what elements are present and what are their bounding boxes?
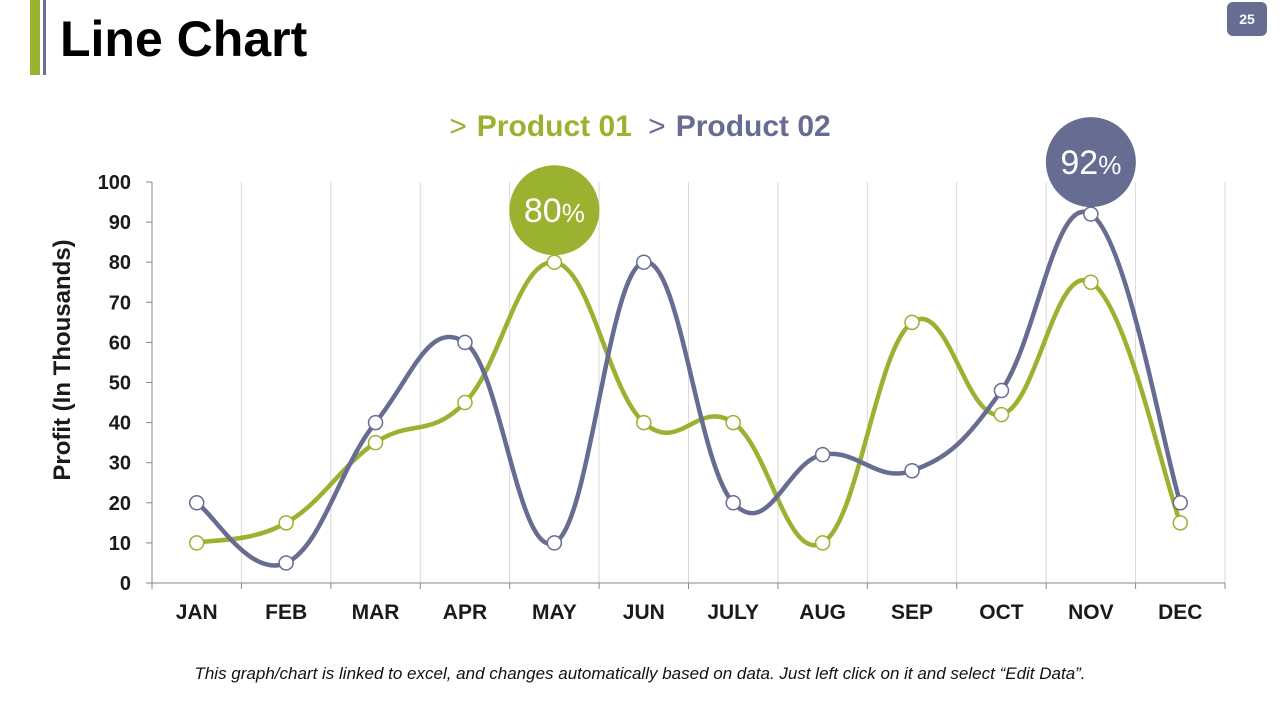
x-tick-label: JULY [707,601,759,624]
data-point-product-01 [1083,274,1099,290]
legend-label-product-01: Product 01 [476,110,632,143]
data-point-product-01 [546,254,563,270]
x-tick-label: FEB [265,601,307,624]
data-point-product-01 [1172,515,1189,531]
data-point-product-01 [904,314,920,331]
x-tick-label: OCT [979,601,1024,624]
y-tick-label: 70 [109,292,131,314]
legend-label-product-02: Product 02 [675,110,831,143]
y-tick-label: 10 [109,533,131,555]
page-number-badge: 25 [1227,2,1267,36]
y-tick-label: 0 [120,573,131,595]
x-tick-label: JAN [176,601,218,624]
data-point-product-02 [1172,495,1189,511]
data-point-product-02 [725,495,741,511]
data-point-product-01 [725,414,741,431]
x-tick-label: DEC [1158,601,1202,624]
callout-bubble-nov [1045,117,1136,208]
data-point-product-02 [1083,206,1099,222]
data-point-product-02 [546,535,563,551]
footnote: This graph/chart is linked to excel, and… [194,664,1086,683]
callout-label-nov: 92% [1060,144,1121,182]
y-tick-label: 50 [109,373,131,395]
y-tick-label: 100 [98,172,131,194]
data-point-product-01 [188,535,205,551]
data-point-product-01 [636,414,652,431]
data-point-product-02 [814,446,831,463]
y-tick-label: 80 [109,252,131,274]
data-point-product-01 [278,515,294,531]
data-point-product-01 [814,535,831,551]
data-point-product-01 [993,406,1010,423]
y-tick-label: 30 [109,453,131,475]
x-tick-label: MAY [532,601,577,624]
legend-marker-product-01: > [449,110,467,143]
y-tick-label: 60 [109,332,131,354]
callout-label-may: 80% [524,192,585,230]
data-point-product-02 [278,555,294,571]
title-accent-bar [30,0,40,75]
data-point-product-02 [367,414,384,431]
data-point-product-02 [188,495,205,511]
chart-legend: > Product 01 > Product 02 [0,110,1280,144]
x-tick-label: JUN [623,601,665,624]
title-accent-line [43,0,46,75]
x-tick-label: MAR [352,601,400,624]
data-point-product-02 [636,254,652,270]
x-tick-label: APR [443,601,487,624]
data-point-product-02 [457,334,473,351]
page-title: Line Chart [60,11,308,67]
x-tick-label: NOV [1068,601,1114,624]
x-tick-label: AUG [799,601,846,624]
y-tick-label: 40 [109,413,131,435]
legend-marker-product-02: > [648,110,666,143]
x-tick-label: SEP [891,601,933,624]
data-point-product-01 [367,434,384,451]
y-tick-label: 90 [109,212,131,234]
data-point-product-01 [457,394,473,411]
data-point-product-02 [904,462,920,479]
y-tick-label: 20 [109,493,131,515]
callout-bubble-may [509,165,600,256]
legend-item-product-02: > Product 02 [648,110,831,144]
data-point-product-02 [993,382,1010,399]
legend-item-product-01: > Product 01 [449,110,632,144]
